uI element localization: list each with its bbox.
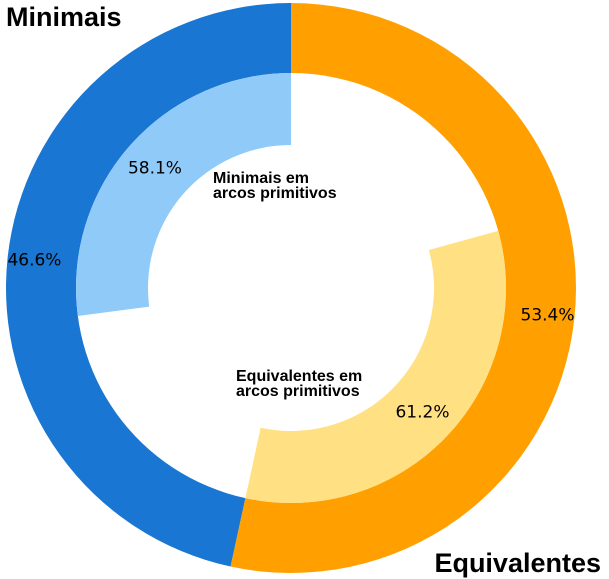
outer-value-label-equivalentes: 53.4% <box>521 306 575 326</box>
chart-labels: 46.6% 53.4% 58.1% 61.2% Minimais Equivalentes… <box>6 2 601 578</box>
inner-category-label-line: arcos primitivos <box>213 185 337 202</box>
inner-category-label-line: Equivalentes em <box>236 368 362 385</box>
inner-category-label-minimais-em-arcos-primitivos: Minimais em arcos primitivos <box>213 170 337 202</box>
outer-slice-equivalentes <box>230 3 576 573</box>
inner-value-label-equivalentes-em-arcos-primitivos: 61.2% <box>395 402 449 422</box>
outer-slice-minimais <box>5 3 291 567</box>
outer-ring <box>5 3 576 573</box>
outer-category-label-equivalentes: Equivalentes <box>434 548 601 578</box>
inner-slice-minimais-em-arcos-primitivos <box>75 73 291 316</box>
outer-category-label-minimais: Minimais <box>6 2 122 32</box>
outer-value-label-minimais: 46.6% <box>7 250 61 270</box>
inner-category-label-equivalentes-em-arcos-primitivos: Equivalentes em arcos primitivos <box>236 368 362 400</box>
inner-category-label-line: Minimais em <box>213 170 309 187</box>
inner-ring <box>75 73 507 503</box>
inner-slice-equivalentes-em-arcos-primitivos <box>245 230 507 503</box>
inner-category-label-line: arcos primitivos <box>236 383 360 400</box>
inner-value-label-minimais-em-arcos-primitivos: 58.1% <box>128 159 182 179</box>
